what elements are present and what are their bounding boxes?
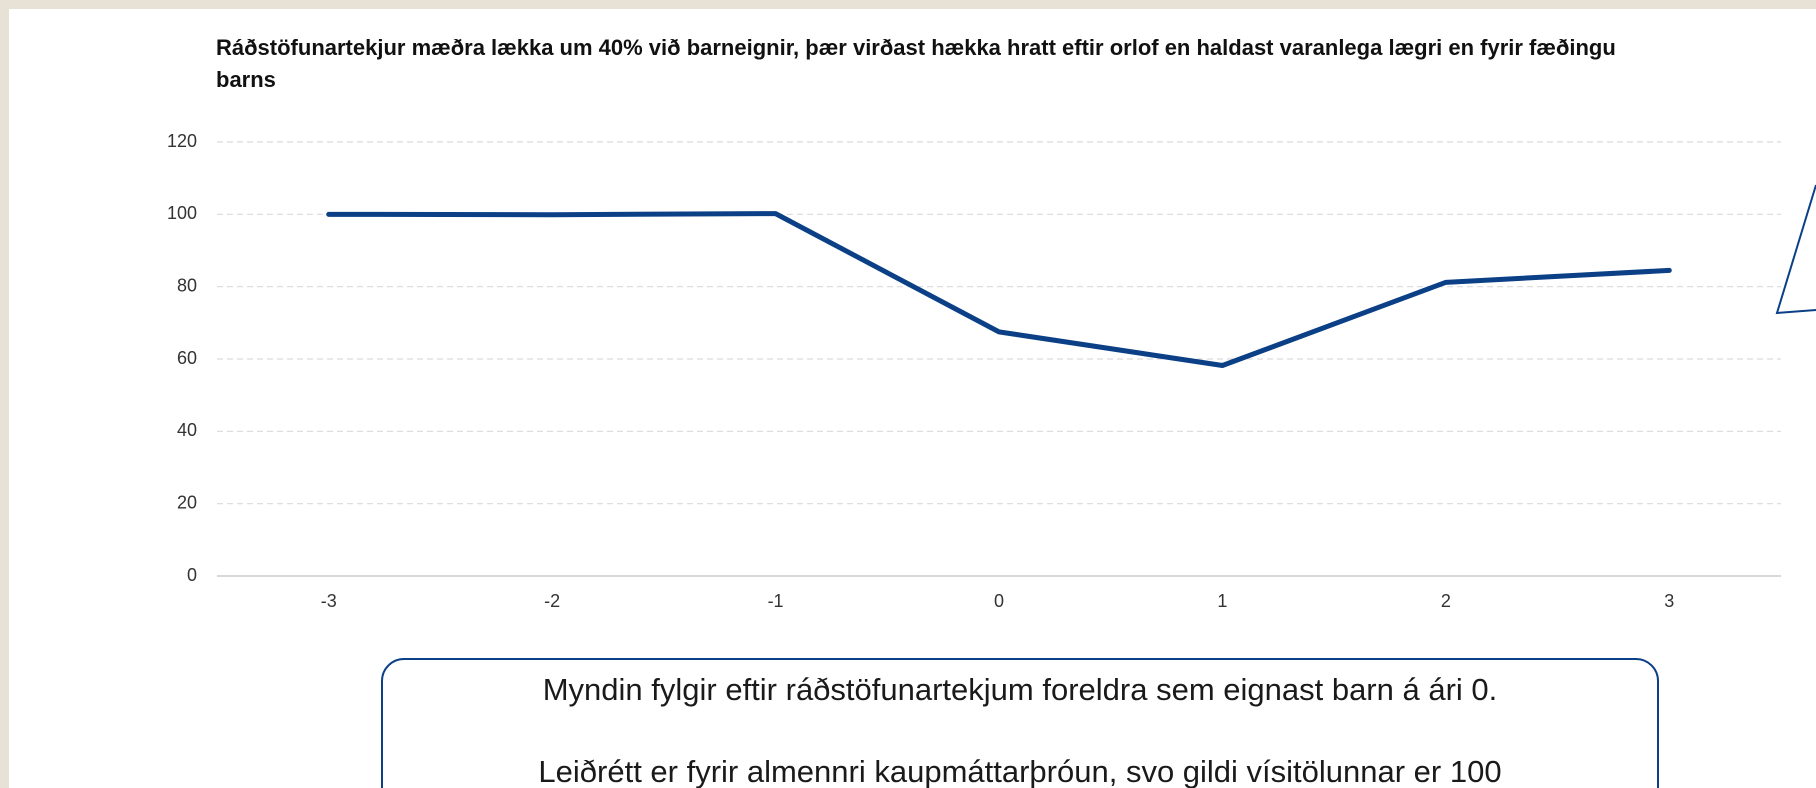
callout-shape (1775, 184, 1816, 315)
data-line (326, 211, 1672, 369)
y-tick-label: 60 (177, 348, 197, 368)
x-tick-label: 0 (994, 591, 1004, 611)
y-tick-label: 0 (187, 565, 197, 585)
note-text: Myndin fylgir eftir ráðstöfunartekjum fo… (543, 672, 1498, 707)
chart-title: Ráðstöfunartekjur mæðra lækka um 40% við… (216, 35, 1616, 92)
x-tick-label: 1 (1217, 591, 1227, 611)
note-text: Leiðrétt er fyrir almennri kaupmáttarþró… (538, 754, 1501, 788)
note-box (381, 658, 1659, 788)
y-tick-label: 80 (177, 275, 197, 295)
x-tick-label: 3 (1664, 591, 1674, 611)
x-tick-label: 2 (1441, 591, 1451, 611)
y-tick-label: 20 (177, 492, 197, 512)
x-tick-label: -1 (768, 591, 784, 611)
y-tick-label: 120 (167, 131, 197, 151)
y-tick-label: 100 (167, 203, 197, 223)
x-tick-label: -2 (544, 591, 560, 611)
x-tick-label: -3 (321, 591, 337, 611)
y-tick-label: 40 (177, 420, 197, 440)
